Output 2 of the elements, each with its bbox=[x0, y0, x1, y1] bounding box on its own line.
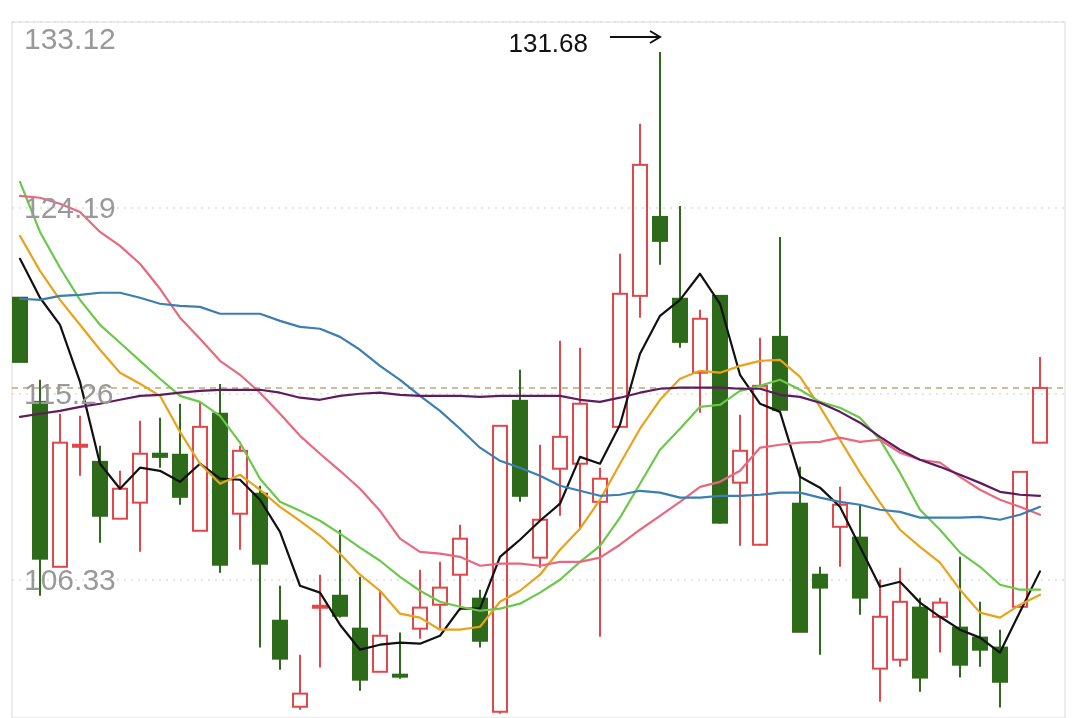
annotation: 131.68 bbox=[508, 28, 588, 58]
y-tick-label: 133.12 bbox=[24, 21, 116, 55]
